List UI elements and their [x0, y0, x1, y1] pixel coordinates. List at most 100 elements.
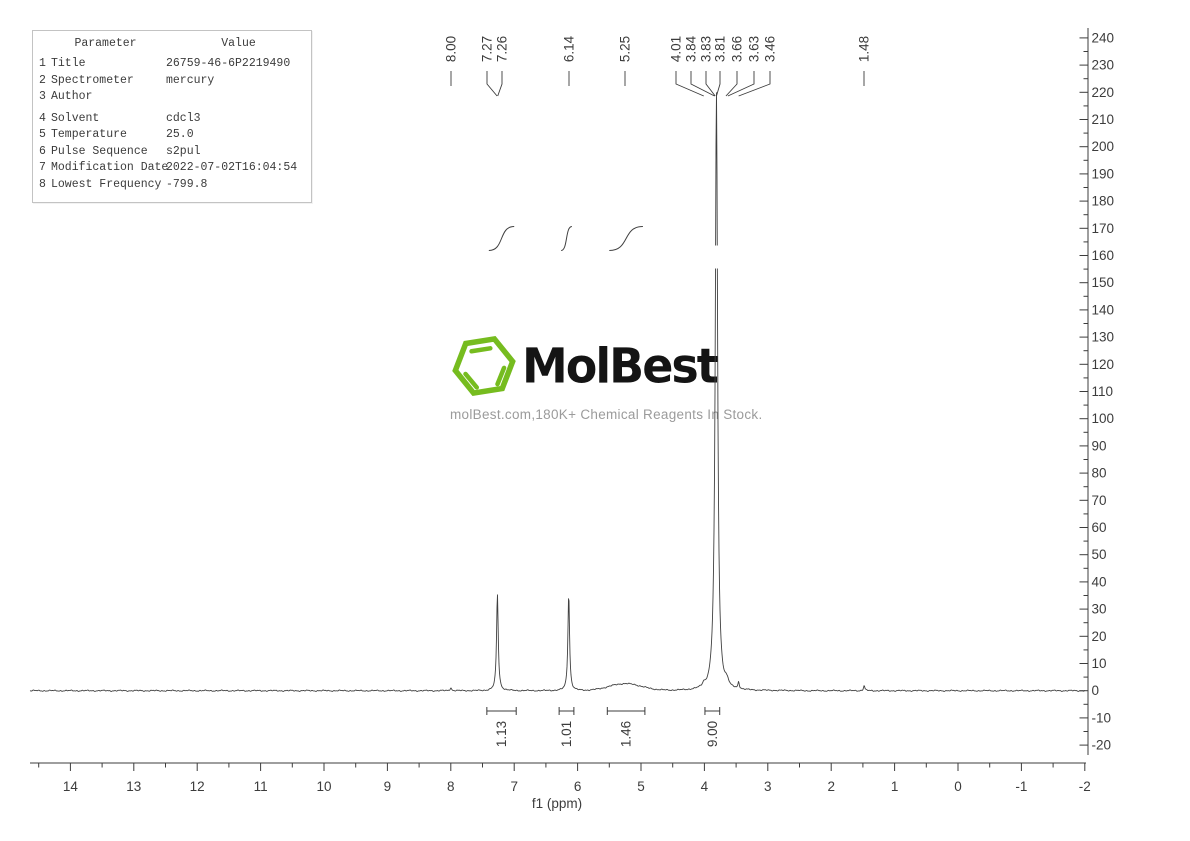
integral-bracket: [558, 707, 575, 715]
x-tick-label: 5: [637, 779, 645, 794]
x-tick-label: 8: [447, 779, 455, 794]
x-tick-label: 14: [63, 779, 79, 794]
param-value: s2pul: [166, 144, 201, 158]
y-tick-label: 230: [1092, 58, 1115, 73]
integral-bracket: [704, 707, 721, 715]
x-axis: [30, 762, 1086, 771]
param-name: Title: [51, 57, 86, 70]
header-parameter: Parameter: [74, 37, 137, 50]
integral-value: 1.13: [494, 721, 509, 747]
x-tick-label: 1: [891, 779, 899, 794]
x-tick-label: 12: [190, 779, 205, 794]
trace-clip-gap: [712, 245, 722, 269]
param-name: Modification Date: [51, 161, 169, 174]
peak-label-connector: [486, 71, 498, 97]
param-name: Author: [51, 90, 93, 103]
peak-label: 7.26: [495, 36, 510, 62]
y-tick-label: 0: [1092, 683, 1100, 698]
y-tick-label: 40: [1092, 574, 1107, 589]
param-name: Spectrometer: [51, 73, 134, 87]
integral-bracket: [486, 707, 517, 715]
param-num: 1: [39, 57, 46, 70]
benzene-hexagon-icon: [450, 334, 518, 398]
y-tick-label: 100: [1092, 411, 1115, 426]
integral-curve: [560, 226, 573, 251]
peak-label: 7.27: [480, 36, 495, 62]
y-tick-label: 80: [1092, 466, 1107, 481]
peak-label: 3.81: [713, 36, 728, 62]
molbest-tagline: molBest.com,180K+ Chemical Reagents In S…: [450, 407, 763, 422]
param-num: 5: [39, 128, 46, 141]
y-tick-label: 90: [1092, 438, 1107, 453]
y-tick-label: 120: [1092, 357, 1115, 372]
x-axis-title: f1 (ppm): [532, 796, 582, 811]
peak-label: 3.66: [730, 36, 745, 62]
parameter-table: Parameter Value 1 Title 26759-46-6P2219490…: [32, 30, 312, 203]
param-value: 2022-07-02T16:04:54: [166, 161, 298, 174]
param-value: 25.0: [166, 128, 194, 141]
x-tick-label: 6: [574, 779, 582, 794]
y-tick-label: 30: [1092, 602, 1107, 617]
param-num: 6: [39, 144, 46, 158]
peak-label: 5.25: [618, 36, 633, 62]
param-row-author: 3 Author: [39, 89, 305, 106]
param-value: -799.8: [166, 177, 208, 191]
peak-label: 3.83: [699, 36, 714, 62]
x-tick-label: 11: [254, 779, 268, 794]
peak-label: 8.00: [444, 36, 459, 62]
param-value: 26759-46-6P2219490: [166, 57, 291, 70]
x-tick-label: 0: [954, 779, 962, 794]
y-tick-label: 240: [1092, 30, 1115, 45]
integral-curve: [488, 226, 515, 251]
peak-label-connector: [690, 71, 715, 97]
y-tick-label: -10: [1092, 710, 1112, 725]
integral-curve: [609, 226, 643, 251]
y-axis-labels: 2402302202102001901801701601501401301201…: [1092, 30, 1115, 752]
y-tick-label: 140: [1092, 302, 1115, 317]
peak-labels: 8.00 7.27 7.26 6.14 5.25 4.01 3.84 3.83 3.81 3.66…: [444, 35, 872, 97]
peak-label: 6.14: [562, 35, 577, 62]
peak-label: 3.63: [747, 36, 762, 62]
param-num: 3: [39, 90, 46, 103]
param-num: 8: [39, 177, 46, 191]
header-value: Value: [221, 37, 256, 50]
y-tick-label: 210: [1092, 112, 1115, 127]
peak-label: 1.48: [857, 36, 872, 62]
y-tick-label: 50: [1092, 547, 1107, 562]
y-tick-label: 200: [1092, 139, 1115, 154]
peak-label: 4.01: [669, 36, 684, 62]
peak-label-connector: [727, 71, 755, 97]
x-tick-label: -2: [1079, 779, 1091, 794]
x-tick-label: 13: [126, 779, 141, 794]
y-tick-label: 160: [1092, 248, 1115, 263]
param-row-modification-date: 7 Modification Date 2022-07-02T16:04:54: [39, 160, 305, 177]
y-tick-label: 130: [1092, 330, 1115, 345]
y-tick-label: 220: [1092, 85, 1115, 100]
molbest-logo: MolBest molBest.com,180K+ Chemical Reage…: [450, 334, 763, 422]
x-tick-label: -1: [1015, 779, 1027, 794]
param-num: 2: [39, 73, 46, 87]
param-num: 7: [39, 161, 46, 174]
param-value: [166, 89, 305, 106]
integral-bracket: [606, 707, 646, 715]
parameter-table-rows: 1 Title 26759-46-6P2219490 2 Spectrometer mer…: [39, 56, 305, 193]
param-value: cdcl3: [166, 111, 201, 125]
param-name: Pulse Sequence: [51, 144, 148, 158]
param-name: Solvent: [51, 111, 100, 125]
peak-label-connector: [675, 71, 704, 97]
y-tick-label: 150: [1092, 275, 1115, 290]
y-tick-label: 60: [1092, 520, 1107, 535]
y-tick-label: 10: [1092, 656, 1107, 671]
y-tick-label: 170: [1092, 221, 1115, 236]
integral-value: 1.01: [559, 721, 574, 747]
param-row-solvent: 4 Solvent cdcl3: [39, 111, 305, 128]
peak-label-connector: [705, 71, 716, 97]
molbest-logo-text: MolBest: [522, 337, 719, 395]
peak-label: 3.46: [763, 36, 778, 62]
peak-label-connector: [497, 71, 503, 97]
integral-region: 1.13 1.01 1.46 9.00: [486, 226, 721, 747]
integral-value: 1.46: [619, 721, 634, 747]
peak-label-connector: [738, 71, 771, 97]
y-tick-label: 190: [1092, 166, 1115, 181]
